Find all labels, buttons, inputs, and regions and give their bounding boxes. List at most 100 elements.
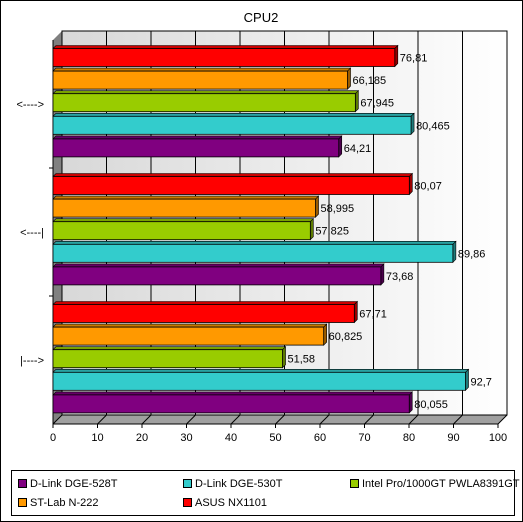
bar-side — [408, 391, 413, 414]
bar-side — [338, 135, 343, 158]
gridline-floor — [186, 414, 196, 425]
x-tick-label: 70 — [358, 432, 370, 444]
bar-top — [52, 113, 415, 117]
data-label: 76,81 — [400, 53, 428, 65]
gridline-floor — [408, 414, 419, 425]
gridline-floor — [52, 414, 63, 425]
data-label: 67,945 — [360, 98, 394, 110]
data-label: 58,995 — [321, 203, 355, 215]
x-tick-label: 40 — [225, 432, 237, 444]
gridline-floor — [319, 414, 330, 425]
data-label: 57,825 — [315, 226, 349, 238]
gridline-floor — [275, 414, 285, 425]
x-tick-label: 100 — [489, 432, 507, 444]
bar — [52, 138, 340, 158]
gridline-floor — [141, 414, 152, 425]
bar-top — [52, 241, 457, 245]
x-tick-label: 90 — [447, 432, 459, 444]
x-tick-label: 0 — [50, 432, 56, 444]
bar — [52, 326, 325, 346]
bar — [52, 304, 355, 323]
legend-swatch — [183, 478, 192, 488]
legend-swatch — [18, 478, 27, 488]
bar-top — [52, 67, 352, 72]
bar-side — [465, 368, 469, 392]
bar-side — [394, 44, 399, 68]
legend-label: Intel Pro/1000GT PWLA8391GT — [362, 478, 520, 490]
bar — [52, 176, 410, 195]
bar — [52, 394, 410, 414]
data-label: 64,21 — [344, 143, 372, 155]
bar-top — [52, 135, 343, 140]
bar-side — [323, 323, 327, 346]
x-tick-label: 20 — [136, 432, 148, 444]
bar-top — [52, 218, 315, 222]
bar-side — [347, 67, 351, 90]
legend-label: ASUS NX1101 — [195, 497, 267, 509]
gridline-floor — [230, 414, 241, 425]
bar-top — [52, 391, 413, 396]
bar-top — [52, 323, 328, 328]
data-label: 89,86 — [458, 248, 486, 260]
bar — [52, 48, 396, 67]
bar — [52, 371, 466, 391]
bar — [52, 266, 382, 286]
bar-top — [52, 301, 359, 305]
y-tick-label: <----| — [20, 227, 44, 239]
bar-top — [52, 368, 470, 373]
legend-item: D-Link DGE-528T — [18, 478, 117, 491]
data-label: 66,185 — [353, 75, 387, 87]
x-tick-label: 50 — [269, 432, 281, 444]
gridline-floor — [97, 414, 107, 425]
gridline-floor — [497, 414, 508, 425]
bar-side — [380, 263, 385, 286]
legend-label: D-Link DGE-530T — [195, 478, 283, 490]
bar — [52, 93, 356, 113]
bar-side — [310, 217, 314, 241]
bar-side — [452, 240, 457, 264]
chart-title: CPU2 — [244, 10, 279, 25]
bar — [52, 70, 348, 90]
bar-side — [354, 300, 358, 324]
data-label: 80,07 — [414, 181, 442, 193]
bar-top — [52, 195, 320, 200]
data-label: 73,68 — [386, 271, 414, 283]
bar-side — [282, 345, 286, 369]
bar-top — [52, 173, 414, 177]
bar-top — [52, 90, 360, 94]
legend-label: D-Link DGE-528T — [30, 478, 118, 490]
y-tick-label: <----> — [17, 99, 45, 111]
legend-item: ASUS NX1101 — [183, 497, 267, 510]
bar — [52, 115, 412, 135]
legend-item: D-Link DGE-530T — [183, 478, 282, 491]
legend-swatch — [183, 497, 192, 507]
data-label: 80,465 — [416, 120, 450, 132]
bar-side — [355, 89, 359, 113]
legend: D-Link DGE-528T D-Link DGE-530T Intel Pro/… — [11, 470, 520, 516]
bar-side — [409, 172, 413, 196]
bar-top — [52, 346, 287, 351]
bar-top — [52, 45, 399, 49]
bar — [52, 198, 316, 218]
x-tick-label: 80 — [403, 432, 415, 444]
x-tick-label: 10 — [91, 432, 103, 444]
legend-label: ST-Lab N-222 — [30, 497, 99, 509]
bar-side — [315, 195, 319, 218]
data-label: 60,825 — [329, 331, 363, 343]
bar — [52, 349, 283, 369]
data-label: 80,055 — [414, 399, 448, 411]
bar-side — [410, 112, 415, 136]
gridline-floor — [453, 414, 463, 425]
legend-swatch — [350, 478, 359, 488]
bar — [52, 243, 454, 263]
bar — [52, 221, 311, 241]
bar-chart: CPU2 0 10 20 30 40 50 60 70 80 90 100 <----> 76,81 66… — [17, 10, 508, 444]
plot-area: 0 10 20 30 40 50 60 70 80 90 100 <----> 76,81 66,185 6… — [17, 30, 508, 444]
gridline-floor — [364, 414, 374, 425]
x-tick-label: 60 — [314, 432, 326, 444]
data-label: 67,71 — [359, 309, 387, 321]
x-tick-label: 30 — [180, 432, 192, 444]
legend-swatch — [18, 497, 27, 507]
data-label: 51,58 — [288, 354, 316, 366]
